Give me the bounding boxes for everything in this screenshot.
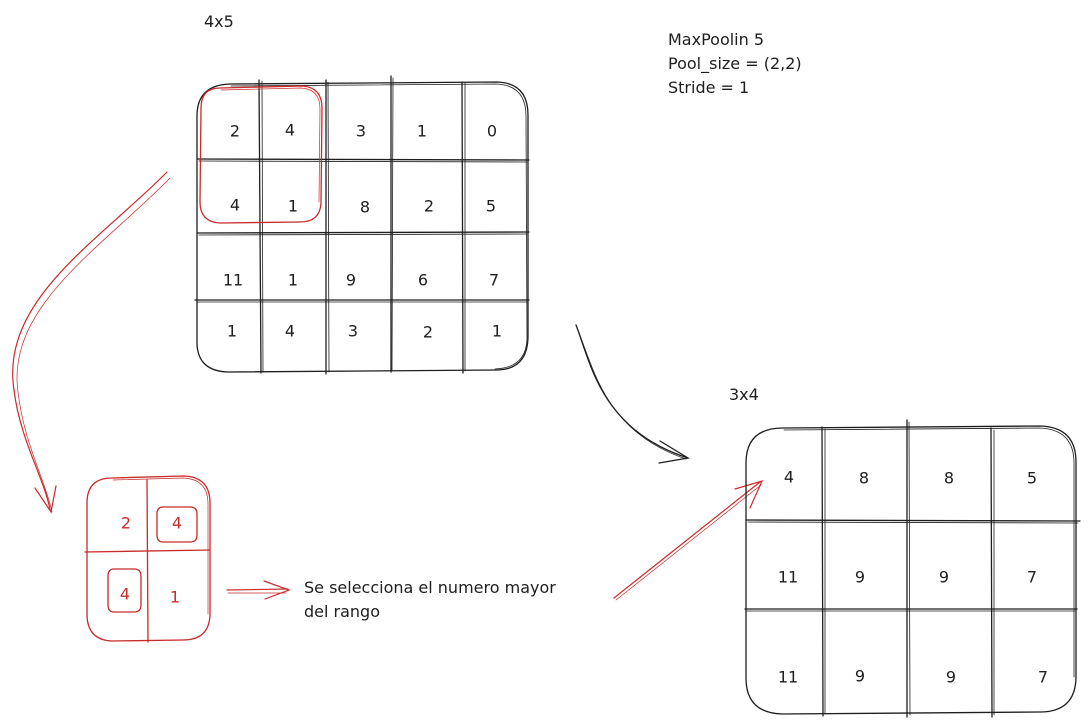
input-cell: 2: [423, 323, 433, 342]
input-cell: 0: [487, 122, 497, 141]
input-cell: 1: [417, 122, 427, 141]
input-cell: 1: [288, 271, 298, 290]
explanation-line-1: Se selecciona el numero mayor: [304, 578, 556, 597]
output-cell: 7: [1027, 568, 1037, 587]
output-cell: 4: [784, 468, 794, 487]
input-cell: 11: [223, 271, 243, 290]
input-cell: 5: [486, 197, 496, 216]
detail-cell: 4: [120, 585, 130, 604]
result-arrow-head: [658, 440, 690, 464]
output-grid-values: 4 8 8 5 11 9 9 7 11 9 9 7: [778, 468, 1048, 687]
input-cell: 3: [348, 322, 358, 341]
max-box-bottom: [107, 568, 142, 613]
input-cell: 6: [418, 271, 428, 290]
pool-window-highlight: [199, 85, 323, 224]
input-cell: 9: [346, 271, 356, 290]
output-cell: 9: [855, 568, 865, 587]
input-grid: [194, 75, 530, 375]
output-grid-hline-1: [745, 519, 1081, 522]
output-cell: 8: [944, 469, 954, 488]
input-cell: 1: [492, 322, 502, 341]
input-grid-hline-2: [196, 231, 530, 234]
input-cell: 4: [230, 196, 240, 215]
output-cell: 9: [939, 568, 949, 587]
params-line-1: MaxPoolin 5: [668, 30, 764, 49]
text-to-output-arrow: [613, 480, 764, 601]
input-cell: 1: [227, 322, 237, 341]
output-grid-frame: [745, 425, 1077, 715]
input-grid-frame: [196, 81, 529, 373]
detail-cell: 1: [170, 588, 180, 607]
pooling-params: MaxPoolin 5 Pool_size = (2,2) Stride = 1: [668, 30, 802, 97]
window-to-detail-arrow: [12, 171, 171, 514]
output-grid: [744, 419, 1081, 718]
window-to-detail-arrow-head: [34, 485, 57, 514]
input-grid-vline-1: [258, 79, 262, 374]
explanation-text: Se selecciona el numero mayor del rango: [304, 578, 556, 621]
input-cell: 7: [489, 271, 499, 290]
output-cell: 9: [946, 668, 956, 687]
detail-cell: 4: [172, 514, 182, 533]
output-cell: 8: [859, 469, 869, 488]
detail-to-text-arrow-head: [263, 580, 291, 600]
output-grid-vline-1: [821, 426, 824, 717]
input-cell: 4: [285, 121, 295, 140]
output-cell: 7: [1038, 668, 1048, 687]
output-cell: 9: [855, 667, 865, 686]
output-cell: 5: [1027, 469, 1037, 488]
params-line-2: Pool_size = (2,2): [668, 54, 802, 74]
output-cell: 11: [778, 568, 798, 587]
window-detail-values: 2 4 4 1: [120, 514, 182, 607]
input-grid-hline-1: [196, 158, 530, 161]
max-box-top: [156, 506, 198, 543]
input-grid-vline-4: [461, 81, 464, 374]
result-arrow: [575, 324, 690, 464]
input-cell: 2: [424, 197, 434, 216]
detail-to-text-arrow: [226, 580, 291, 600]
params-line-3: Stride = 1: [668, 78, 749, 97]
detail-cell: 2: [121, 514, 131, 533]
input-cell: 4: [285, 322, 295, 341]
output-cell: 11: [778, 668, 798, 687]
input-cell: 8: [360, 198, 370, 217]
input-cell: 3: [356, 122, 366, 141]
explanation-line-2: del rango: [304, 602, 380, 621]
input-cell: 2: [230, 122, 240, 141]
output-grid-vline-3: [990, 427, 993, 718]
text-to-output-arrow-head: [734, 480, 764, 509]
input-grid-values: 2 4 3 1 0 4 1 8 2 5 11 1 9 6 7 1 4 3 2 1: [223, 121, 502, 342]
output-grid-label: 3x4: [729, 385, 759, 404]
input-cell: 1: [288, 197, 298, 216]
input-grid-label: 4x5: [204, 12, 234, 31]
window-detail: [84, 475, 211, 643]
